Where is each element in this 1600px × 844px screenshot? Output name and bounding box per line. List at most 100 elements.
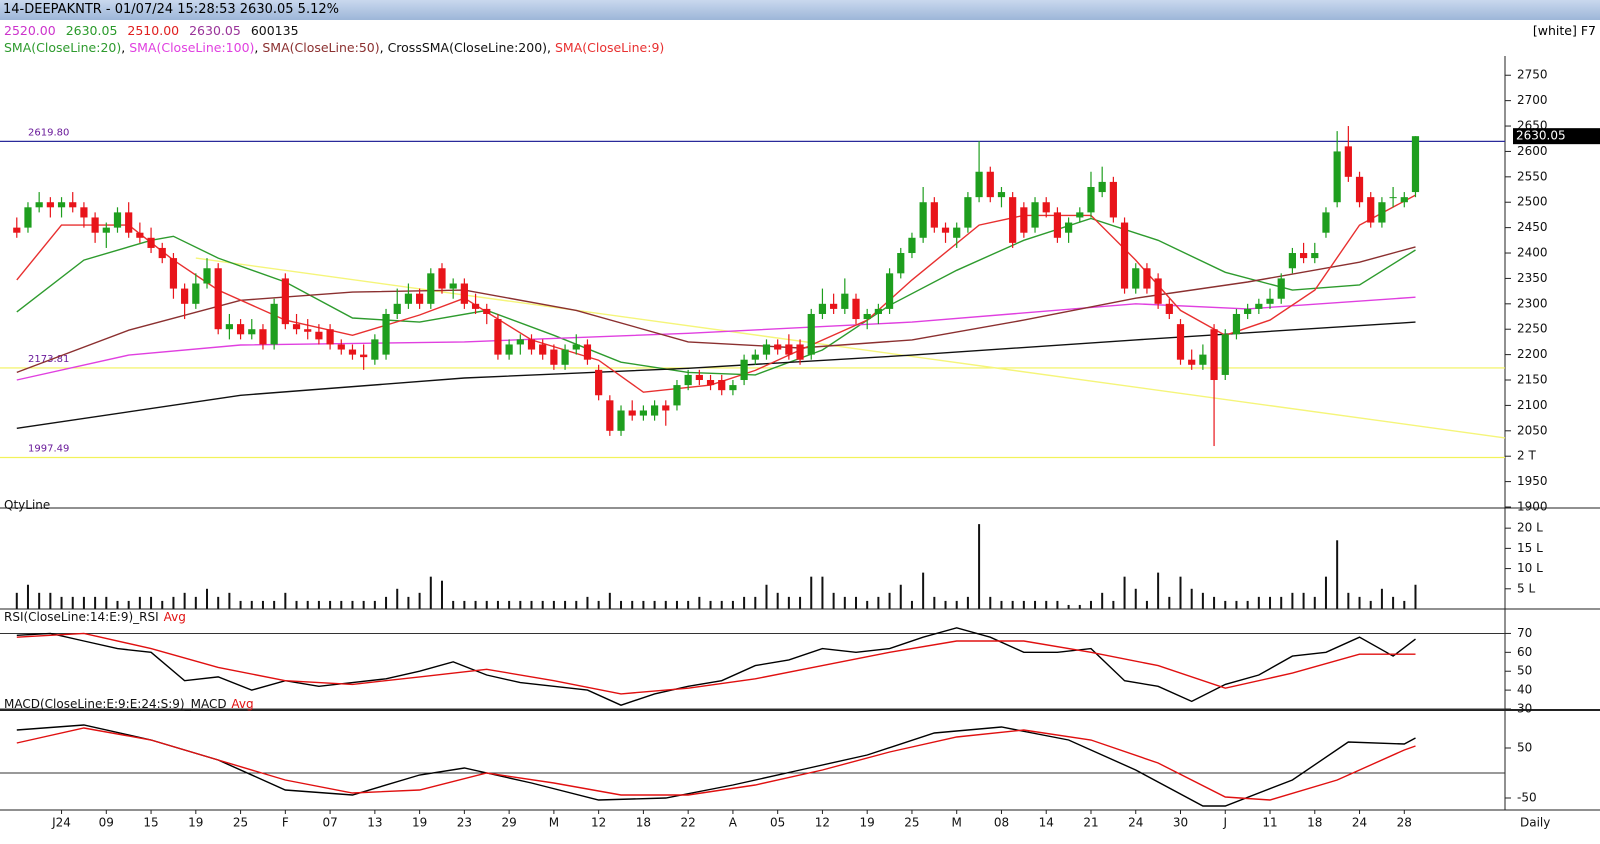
candle-body: [874, 308, 882, 314]
volume-bar: [575, 600, 578, 609]
volume-bar: [1291, 592, 1294, 609]
candle-body: [673, 385, 681, 406]
candle-body: [1154, 278, 1162, 304]
x-tick-label: 07: [322, 816, 337, 830]
y-tick-label: 1950: [1517, 474, 1548, 488]
volume-bar: [116, 600, 119, 609]
candle-body: [360, 354, 368, 358]
candle-body: [852, 298, 860, 320]
volume-bar: [273, 600, 276, 609]
y-tick-label: 60: [1517, 645, 1532, 659]
volume-bar: [172, 596, 175, 609]
candle-body: [774, 344, 782, 350]
x-tick-label: 12: [591, 816, 606, 830]
candle-body: [125, 212, 133, 233]
x-tick-label: 15: [143, 816, 158, 830]
volume-bar: [743, 596, 746, 609]
volume-bar: [698, 596, 701, 609]
volume-bar: [1168, 596, 1171, 609]
volume-bar: [675, 600, 678, 609]
candle-body: [539, 344, 547, 355]
volume-bar: [1045, 600, 1048, 609]
volume-bar: [206, 588, 209, 609]
volume-bar: [183, 592, 186, 609]
indicator-line: [16, 194, 1416, 393]
candle-body: [158, 247, 166, 259]
candle-body: [550, 349, 558, 365]
last-price-box: [1513, 128, 1600, 145]
x-tick-label: M: [549, 816, 559, 830]
ohlc-value: 2510.00: [127, 23, 180, 38]
volume-bar: [1145, 600, 1148, 609]
legend-entry: Avg: [231, 697, 253, 711]
volume-bar: [731, 600, 734, 609]
volume-bar: [642, 600, 645, 609]
volume-bar: [955, 600, 958, 609]
y-tick-label: 2300: [1517, 296, 1548, 310]
volume-bar: [877, 596, 880, 609]
candle-body: [1411, 136, 1420, 193]
y-tick-label: 40: [1517, 683, 1532, 697]
volume-bar: [508, 600, 511, 609]
volume-bar: [15, 592, 18, 609]
candle-body: [561, 349, 569, 365]
y-tick-label: 2 T: [1517, 449, 1536, 463]
volume-bar: [888, 592, 891, 609]
volume-bar: [1269, 596, 1272, 609]
y-tick-label: 2050: [1517, 423, 1548, 437]
y-tick-label: -50: [1517, 791, 1537, 805]
y-tick-label: 2700: [1517, 93, 1548, 107]
volume-bar: [161, 600, 164, 609]
volume-bar: [620, 600, 623, 609]
legend: SMA(CloseLine:20)SMA(CloseLine:100)SMA(C…: [4, 40, 664, 55]
volume-bar: [631, 600, 634, 609]
y-tick-label: 50: [1517, 741, 1532, 755]
volume-bar: [664, 600, 667, 609]
candle-body: [483, 308, 491, 314]
legend-entry: CrossSMA(CloseLine:200): [388, 40, 555, 55]
x-tick-label: 18: [636, 816, 651, 830]
candle-body: [69, 202, 77, 208]
candle-body: [13, 227, 21, 233]
panel-title-text: RSI(CloseLine:14:E:9)_RSI: [4, 610, 159, 624]
volume-bar: [496, 600, 499, 609]
candle-body: [449, 283, 457, 289]
candle-body: [505, 344, 513, 355]
x-tick-label: M: [952, 816, 962, 830]
indicator-line: [16, 321, 1416, 429]
volume-bar: [1246, 600, 1249, 609]
indicator-line: [16, 246, 1416, 374]
trend-line: [195, 257, 1506, 439]
ohlc-value: 2520.00: [4, 23, 56, 38]
volume-bar: [485, 600, 488, 609]
candle-body: [1210, 329, 1218, 381]
volume-bar: [910, 600, 913, 609]
volume-bar: [776, 592, 779, 609]
candle-body: [1065, 222, 1073, 233]
candle-body: [796, 344, 804, 360]
volume-bar: [765, 584, 768, 609]
candle-body: [964, 197, 972, 228]
volume-bar: [787, 596, 790, 609]
volume-bar: [1078, 604, 1081, 609]
volume-bar: [541, 600, 544, 609]
candle-body: [807, 313, 815, 355]
volume-bar: [754, 596, 757, 609]
candle-body: [1176, 324, 1185, 360]
volume-bar: [933, 596, 936, 609]
candle-body: [684, 374, 692, 386]
candle-body: [617, 410, 625, 431]
legend-entry: SMA(CloseLine:9): [554, 40, 665, 55]
volume-bar: [329, 600, 332, 609]
candle-body: [1244, 308, 1252, 314]
volume-bar: [1134, 588, 1137, 609]
volume-bar: [385, 596, 388, 609]
volume-bar: [1112, 600, 1115, 609]
candle-body: [203, 268, 211, 284]
candle-body: [1020, 207, 1028, 233]
candle-body: [930, 202, 938, 228]
x-tick-label: 22: [681, 816, 696, 830]
mode-label: [white] F7: [1532, 23, 1596, 38]
volume-bar: [966, 596, 969, 609]
x-tick-label: 13: [367, 816, 382, 830]
